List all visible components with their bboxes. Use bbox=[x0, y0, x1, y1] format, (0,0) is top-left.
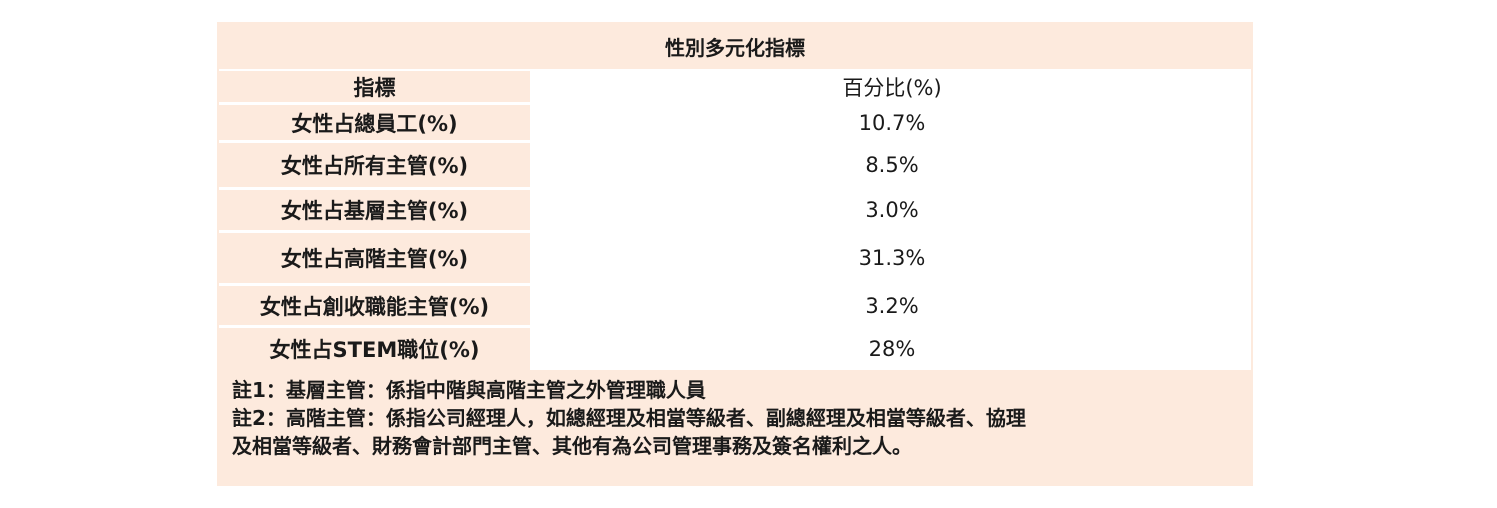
row-value-revenue-managers: 3.2% bbox=[533, 286, 1251, 325]
gender-diversity-table: 性別多元化指標 指標 百分比(%) 女性占總員工(%) 10.7% 女性占所有主… bbox=[217, 22, 1253, 486]
row-value-all-managers: 8.5% bbox=[533, 143, 1251, 187]
note-line-3: 及相當等級者、財務會計部門主管、其他有為公司管理事務及簽名權利之人。 bbox=[232, 434, 912, 458]
row-value-senior-managers: 31.3% bbox=[533, 233, 1251, 283]
row-label-senior-managers: 女性占高階主管(%) bbox=[219, 233, 530, 283]
table-title: 性別多元化指標 bbox=[219, 24, 1251, 69]
row-label-revenue-managers: 女性占創收職能主管(%) bbox=[219, 286, 530, 325]
note-line-1: 註1：基層主管：係指中階與高階主管之外管理職人員 bbox=[232, 378, 706, 402]
row-value-junior-managers: 3.0% bbox=[533, 190, 1251, 230]
row-label-stem-positions: 女性占STEM職位(%) bbox=[219, 328, 530, 370]
row-label-all-managers: 女性占所有主管(%) bbox=[219, 143, 530, 187]
row-label-total-employees: 女性占總員工(%) bbox=[219, 105, 530, 140]
header-value-cell: 百分比(%) bbox=[533, 71, 1251, 102]
table-notes: 註1：基層主管：係指中階與高階主管之外管理職人員 註2：高階主管：係指公司經理人… bbox=[219, 370, 1251, 484]
note-line-2: 註2：高階主管：係指公司經理人，如總經理及相當等級者、副總經理及相當等級者、協理 bbox=[232, 406, 1026, 430]
row-label-junior-managers: 女性占基層主管(%) bbox=[219, 190, 530, 230]
row-value-total-employees: 10.7% bbox=[533, 105, 1251, 140]
row-value-stem-positions: 28% bbox=[533, 328, 1251, 370]
header-label-cell: 指標 bbox=[219, 71, 530, 102]
